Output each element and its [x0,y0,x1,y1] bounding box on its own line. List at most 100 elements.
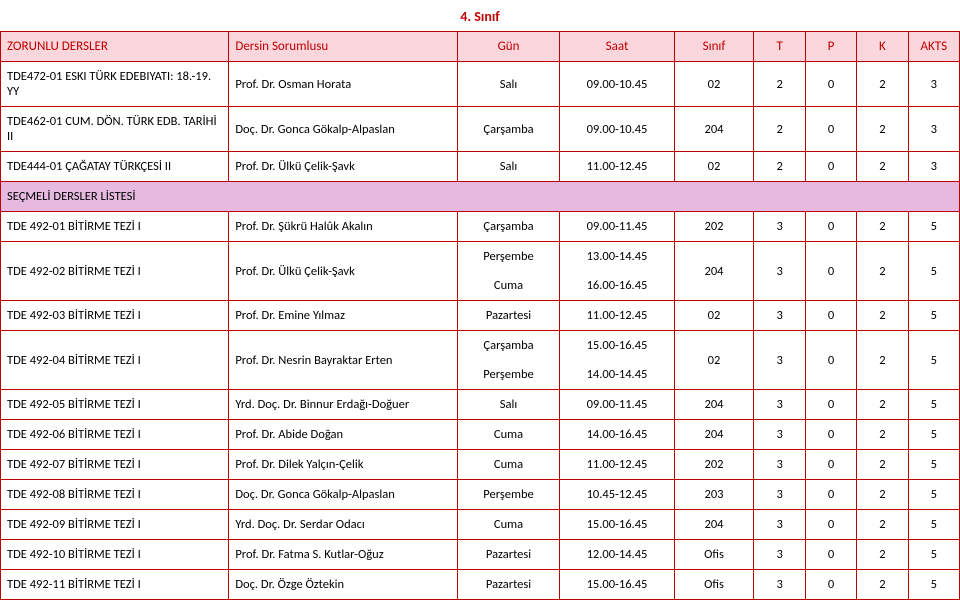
cell-day: Perşembe [457,480,560,510]
cell-room: 203 [674,480,754,510]
cell-day: Pazartesi [457,570,560,600]
cell-room: 02 [674,331,754,390]
cell-day: Pazartesi [457,540,560,570]
cell-k: 2 [857,570,908,600]
cell-t: 3 [754,331,805,390]
cell-room: 204 [674,390,754,420]
cell-time: 09.00-11.45 [560,212,674,242]
table-row: TDE 492-04 BİTİRME TEZİ IProf. Dr. Nesri… [1,331,960,361]
cell-room: 202 [674,212,754,242]
cell-time: 09.00-10.45 [560,62,674,107]
cell-code: TDE462-01 CUM. DÖN. TÜRK EDB. TARİHİ II [1,107,229,152]
cell-akts: 5 [908,480,959,510]
cell-k: 2 [857,301,908,331]
table-row: TDE444-01 ÇAĞATAY TÜRKÇESİ IIProf. Dr. Ü… [1,152,960,182]
cell-k: 2 [857,331,908,390]
cell-resp: Doç. Dr. Özge Öztekin [229,570,457,600]
cell-day: Salı [457,152,560,182]
cell-p: 0 [805,450,856,480]
cell-time: 11.00-12.45 [560,301,674,331]
cell-code: TDE 492-07 BİTİRME TEZİ I [1,450,229,480]
cell-day: Çarşamba [457,107,560,152]
cell-code: TDE 492-11 BİTİRME TEZİ I [1,570,229,600]
col-header-code: ZORUNLU DERSLER [1,32,229,62]
cell-resp: Doç. Dr. Gonca Gökalp-Alpaslan [229,107,457,152]
table-row: TDE 492-05 BİTİRME TEZİ IYrd. Doç. Dr. B… [1,390,960,420]
cell-time: 09.00-10.45 [560,107,674,152]
cell-time: 13.00-14.45 [560,242,674,272]
cell-t: 3 [754,510,805,540]
cell-time: 10.45-12.45 [560,480,674,510]
cell-room: Ofis [674,540,754,570]
cell-k: 2 [857,152,908,182]
cell-k: 2 [857,242,908,301]
cell-p: 0 [805,107,856,152]
schedule-table: ZORUNLU DERSLER Dersin Sorumlusu Gün Saa… [0,31,960,600]
cell-akts: 5 [908,510,959,540]
cell-akts: 5 [908,540,959,570]
cell-code: TDE 492-04 BİTİRME TEZİ I [1,331,229,390]
cell-p: 0 [805,540,856,570]
cell-akts: 3 [908,62,959,107]
cell-p: 0 [805,480,856,510]
table-row: TDE 492-01 BİTİRME TEZİ IProf. Dr. Şükrü… [1,212,960,242]
cell-t: 3 [754,420,805,450]
cell-p: 0 [805,390,856,420]
cell-day: Cuma [457,450,560,480]
table-row: TDE 492-07 BİTİRME TEZİ IProf. Dr. Dilek… [1,450,960,480]
cell-p: 0 [805,242,856,301]
cell-akts: 5 [908,390,959,420]
table-row: TDE 492-03 BİTİRME TEZİ IProf. Dr. Emine… [1,301,960,331]
cell-room: 204 [674,242,754,301]
cell-time: 14.00-14.45 [560,360,674,390]
table-row: TDE 492-11 BİTİRME TEZİ IDoç. Dr. Özge Ö… [1,570,960,600]
section-row: SEÇMELİ DERSLER LİSTESİ [1,182,960,212]
cell-k: 2 [857,212,908,242]
cell-day: Salı [457,62,560,107]
page-title: 4. Sınıf [0,0,960,31]
cell-time: 12.00-14.45 [560,540,674,570]
cell-resp: Prof. Dr. Emine Yılmaz [229,301,457,331]
cell-akts: 3 [908,152,959,182]
cell-resp: Prof. Dr. Osman Horata [229,62,457,107]
cell-akts: 5 [908,331,959,390]
cell-resp: Doç. Dr. Gonca Gökalp-Alpaslan [229,480,457,510]
cell-t: 3 [754,242,805,301]
cell-room: 204 [674,420,754,450]
cell-room: 204 [674,510,754,540]
cell-t: 3 [754,450,805,480]
cell-resp: Prof. Dr. Dilek Yalçın-Çelik [229,450,457,480]
cell-time: 15.00-16.45 [560,331,674,361]
table-row: TDE 492-08 BİTİRME TEZİ IDoç. Dr. Gonca … [1,480,960,510]
cell-k: 2 [857,420,908,450]
cell-resp: Yrd. Doç. Dr. Serdar Odacı [229,510,457,540]
col-header-t: T [754,32,805,62]
cell-day: Perşembe [457,242,560,272]
col-header-room: Sınıf [674,32,754,62]
cell-akts: 5 [908,212,959,242]
cell-resp: Prof. Dr. Nesrin Bayraktar Erten [229,331,457,390]
cell-p: 0 [805,331,856,390]
cell-resp: Prof. Dr. Fatma S. Kutlar-Oğuz [229,540,457,570]
col-header-time: Saat [560,32,674,62]
cell-t: 3 [754,390,805,420]
cell-t: 3 [754,212,805,242]
cell-room: 02 [674,152,754,182]
col-header-p: P [805,32,856,62]
cell-code: TDE 492-02 BİTİRME TEZİ I [1,242,229,301]
cell-p: 0 [805,510,856,540]
table-row: TDE472-01 ESKI TÜRK EDEBIYATI: 18.-19. Y… [1,62,960,107]
cell-p: 0 [805,152,856,182]
cell-p: 0 [805,420,856,450]
cell-day: Pazartesi [457,301,560,331]
cell-day: Cuma [457,510,560,540]
col-header-k: K [857,32,908,62]
cell-day: Çarşamba [457,331,560,361]
cell-t: 3 [754,301,805,331]
cell-code: TDE472-01 ESKI TÜRK EDEBIYATI: 18.-19. Y… [1,62,229,107]
cell-time: 11.00-12.45 [560,450,674,480]
cell-code: TDE 492-06 BİTİRME TEZİ I [1,420,229,450]
cell-room: Ofis [674,570,754,600]
cell-code: TDE 492-05 BİTİRME TEZİ I [1,390,229,420]
cell-time: 11.00-12.45 [560,152,674,182]
